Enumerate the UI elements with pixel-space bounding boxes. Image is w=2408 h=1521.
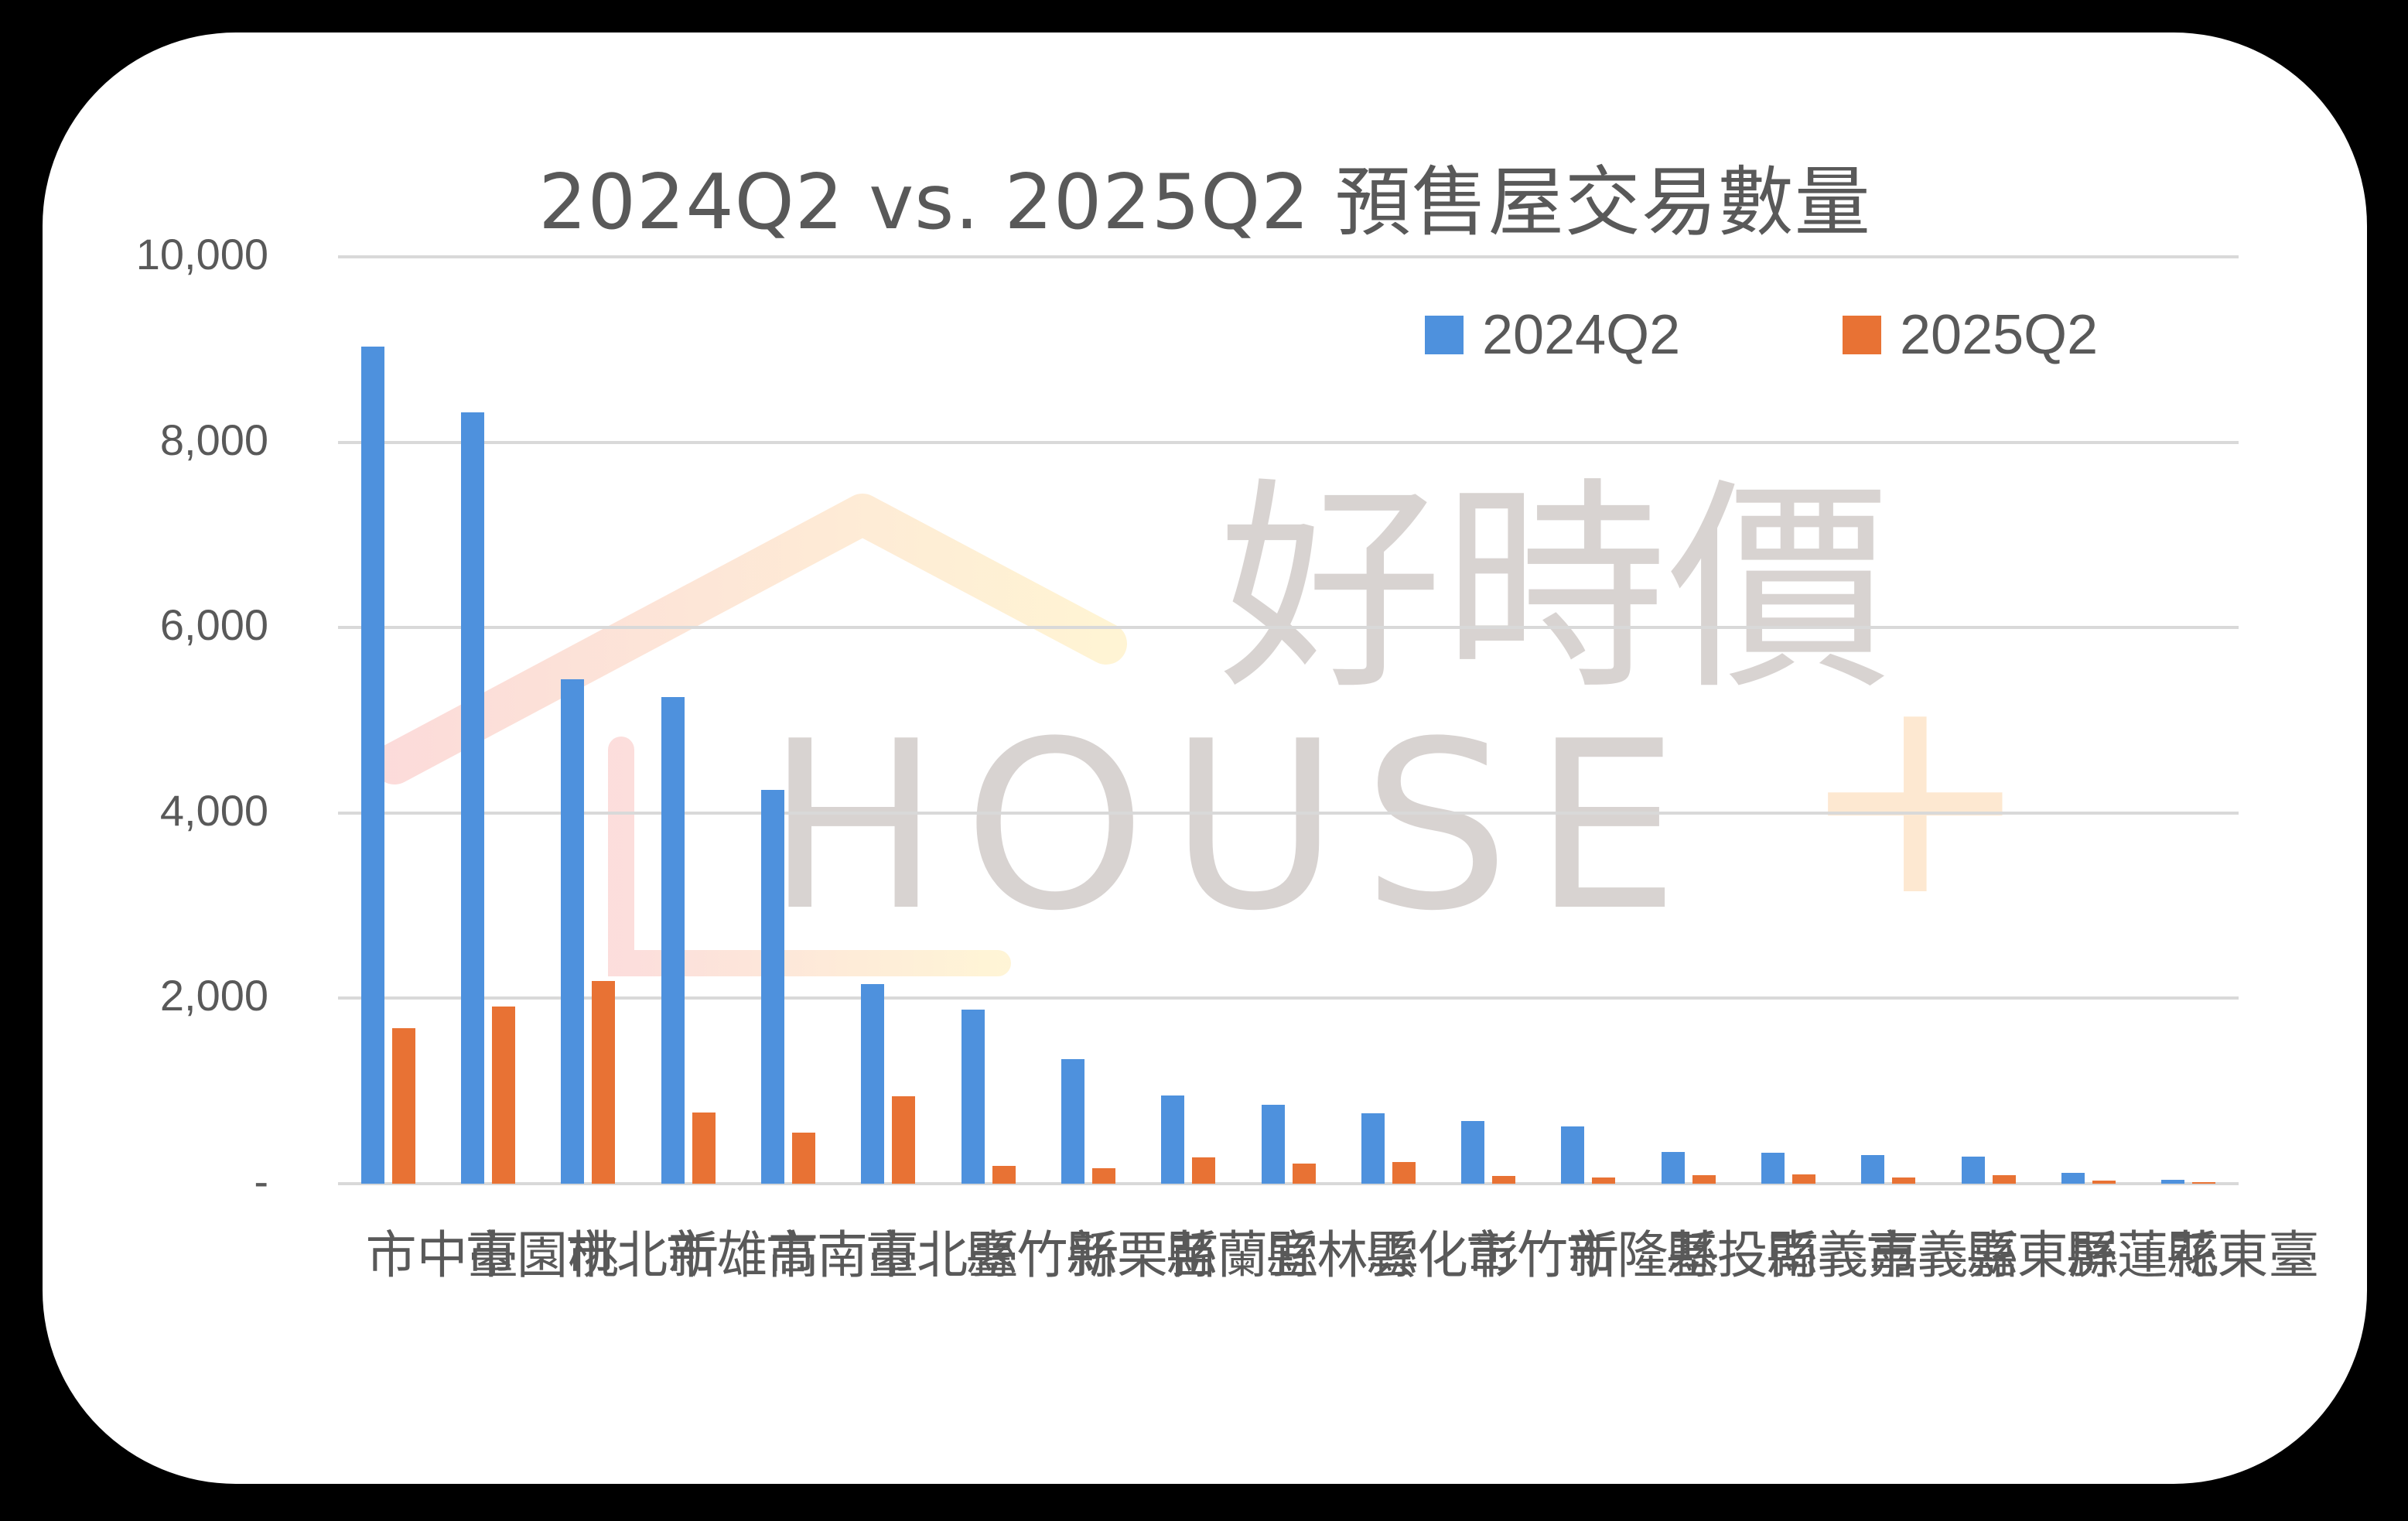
x-axis-label: 屏東縣 xyxy=(1957,1228,2119,1280)
y-tick-label: 8,000 xyxy=(159,415,268,464)
x-axis-label: 新竹縣 xyxy=(957,1228,1119,1280)
bar-2024q2 xyxy=(1861,1154,1885,1184)
bar-2025q2 xyxy=(2092,1181,2116,1184)
chart-card: 好時價 HOUSE + 2024Q2 vs. 2025Q2 預售屋交易數量 - 2… xyxy=(43,32,2367,1484)
bar-2025q2 xyxy=(892,1096,916,1184)
legend-swatch-blue-icon xyxy=(1425,316,1464,354)
bar-2025q2 xyxy=(1592,1177,1616,1184)
x-axis-label: 苗栗縣 xyxy=(1057,1228,1219,1280)
bar-2024q2 xyxy=(1961,1157,1985,1184)
legend-label: 2024Q2 xyxy=(1482,304,1681,366)
gridline xyxy=(338,255,2239,258)
gridline xyxy=(338,996,2239,1000)
x-axis-label: 嘉義市 xyxy=(1857,1228,2020,1280)
bar-2024q2 xyxy=(460,412,484,1184)
bar-2025q2 xyxy=(791,1133,815,1184)
watermark-chinese: 好時價 xyxy=(1218,460,1891,720)
bar-2024q2 xyxy=(961,1009,985,1184)
x-axis-label: 臺南市 xyxy=(757,1228,919,1280)
bar-2025q2 xyxy=(1091,1167,1115,1184)
bar-2024q2 xyxy=(1761,1153,1785,1184)
x-axis-label: 臺東縣 xyxy=(2157,1228,2320,1280)
bar-2024q2 xyxy=(1061,1059,1084,1184)
gridline xyxy=(338,440,2239,444)
bar-2024q2 xyxy=(1261,1105,1285,1184)
bar-2025q2 xyxy=(1492,1176,1516,1184)
y-tick-label: 10,000 xyxy=(135,230,268,279)
bar-2025q2 xyxy=(1692,1175,1716,1184)
x-axis-label: 臺北市 xyxy=(857,1228,1020,1280)
x-axis-label: 桃園市 xyxy=(456,1228,619,1280)
bar-2024q2 xyxy=(1561,1126,1585,1184)
bar-2024q2 xyxy=(1361,1113,1385,1184)
x-axis-label: 彰化縣 xyxy=(1357,1228,1519,1280)
house-roof-icon xyxy=(374,494,1127,976)
watermark-plus: + xyxy=(1798,633,2032,957)
x-axis-label: 嘉義縣 xyxy=(1757,1228,1920,1280)
bar-2024q2 xyxy=(1161,1095,1185,1184)
gridline xyxy=(338,1182,2239,1185)
x-axis-label: 高雄市 xyxy=(657,1228,819,1280)
bar-2025q2 xyxy=(1192,1157,1216,1184)
bar-2024q2 xyxy=(2161,1180,2185,1184)
x-axis-label: 花蓮縣 xyxy=(2058,1228,2220,1280)
x-axis-label: 南投縣 xyxy=(1657,1228,1819,1280)
bar-2025q2 xyxy=(391,1027,415,1184)
x-axis-label: 雲林縣 xyxy=(1257,1228,1419,1280)
bar-2024q2 xyxy=(760,789,784,1184)
legend-label: 2025Q2 xyxy=(1900,304,2099,366)
x-axis-label: 新竹市 xyxy=(1457,1228,1620,1280)
gridline xyxy=(338,811,2239,815)
bar-2025q2 xyxy=(1792,1174,1816,1184)
bar-2025q2 xyxy=(491,1007,515,1184)
gridline xyxy=(338,626,2239,630)
legend-swatch-orange-icon xyxy=(1843,316,1881,354)
chart-title: 2024Q2 vs. 2025Q2 預售屋交易數量 xyxy=(538,159,1871,247)
bar-2025q2 xyxy=(2192,1182,2216,1184)
bar-2025q2 xyxy=(592,980,616,1184)
bar-2024q2 xyxy=(661,697,685,1184)
bar-2025q2 xyxy=(1992,1175,2016,1184)
bar-2024q2 xyxy=(561,679,585,1184)
bar-2025q2 xyxy=(692,1112,716,1184)
bar-2025q2 xyxy=(1892,1177,1916,1184)
y-tick-label: - xyxy=(254,1157,268,1205)
bar-2024q2 xyxy=(1461,1120,1485,1184)
bar-2025q2 xyxy=(992,1166,1016,1184)
legend-item-2025q2: 2025Q2 xyxy=(1843,303,2098,367)
bar-2024q2 xyxy=(360,347,384,1184)
y-tick-label: 6,000 xyxy=(159,600,268,650)
bar-2024q2 xyxy=(1661,1152,1685,1184)
bar-2025q2 xyxy=(1292,1163,1316,1184)
x-axis-label: 臺中市 xyxy=(357,1228,519,1280)
watermark-english: HOUSE xyxy=(766,692,1703,962)
bar-2024q2 xyxy=(861,984,885,1184)
legend-item-2024q2: 2024Q2 xyxy=(1425,303,1680,367)
y-tick-label: 2,000 xyxy=(159,971,268,1020)
x-axis-label: 新北市 xyxy=(557,1228,719,1280)
y-tick-label: 4,000 xyxy=(159,785,268,835)
x-axis-label: 宜蘭縣 xyxy=(1157,1228,1320,1280)
x-axis-label: 基隆市 xyxy=(1557,1228,1720,1280)
bar-2025q2 xyxy=(1392,1162,1416,1184)
bar-2024q2 xyxy=(2061,1172,2085,1184)
